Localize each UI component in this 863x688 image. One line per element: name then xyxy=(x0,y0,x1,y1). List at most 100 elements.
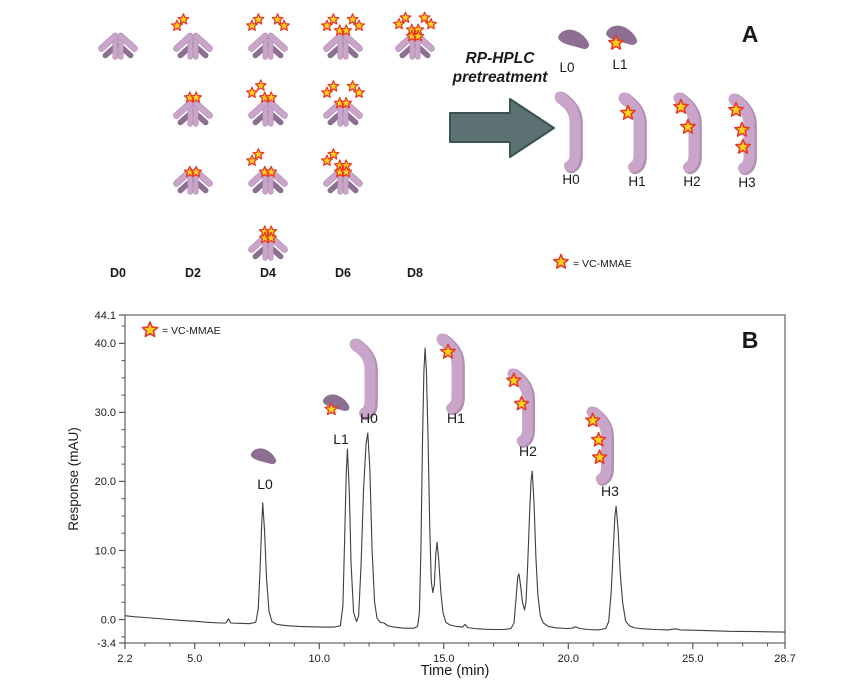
vc-mmae-star-icon xyxy=(278,19,290,31)
antibody xyxy=(248,225,288,261)
x-tick-label: 5.0 xyxy=(187,653,202,665)
vc-mmae-star-icon xyxy=(728,101,744,117)
antibody xyxy=(393,11,437,60)
vc-mmae-star-icon xyxy=(673,98,689,114)
vc-mmae-star-icon xyxy=(585,412,601,428)
vc-mmae-star-icon xyxy=(340,96,353,109)
vc-mmae-star-icon xyxy=(735,138,751,154)
dar-column-label: D6 xyxy=(335,266,351,280)
antibody-grid: D0 D2 D4 D6 D8 xyxy=(98,11,437,280)
light-chain-fragment xyxy=(322,394,350,416)
vc-mmae-star-icon xyxy=(412,29,425,42)
vc-mmae-star-icon xyxy=(252,13,265,25)
panel-b: 2.2 5.0 10.0 15.0 20.0 25.0 28.7 -3.4 0.0 10.0 20.… xyxy=(66,310,796,679)
panel-a-label: A xyxy=(742,21,759,47)
vc-mmae-star-icon xyxy=(393,17,405,30)
heavy-chain xyxy=(436,333,463,414)
peak-label: L0 xyxy=(257,476,273,492)
heavy-chain-fragment xyxy=(506,368,535,448)
light-chain-fragment xyxy=(558,29,590,49)
y-tick-label: -3.4 xyxy=(97,638,116,650)
y-tick-label: 10.0 xyxy=(95,545,116,557)
heavy-chain-arm xyxy=(267,33,288,52)
vc-mmae-star-icon xyxy=(513,395,530,411)
x-tick-label: 2.2 xyxy=(117,653,132,665)
panel-b-label: B xyxy=(742,327,759,353)
fragment-label: H2 xyxy=(683,174,700,189)
light-chain-fragment xyxy=(606,25,638,50)
y-tick-label: 0.0 xyxy=(101,614,116,626)
heavy-chain xyxy=(728,93,755,174)
vc-mmae-star-icon xyxy=(340,24,353,36)
antibody xyxy=(173,91,213,127)
peak-label: H0 xyxy=(360,410,378,426)
antibody xyxy=(246,79,288,127)
y-tick-label: 44.1 xyxy=(95,310,116,322)
trace-line xyxy=(124,347,786,633)
x-tick-label: 28.7 xyxy=(774,653,795,665)
vc-mmae-star-icon xyxy=(340,165,353,178)
heavy-chain-fragment xyxy=(673,92,702,175)
vc-mmae-star-icon xyxy=(327,148,340,160)
dar-column-label: D0 xyxy=(110,266,126,280)
peak-label: H2 xyxy=(519,443,537,459)
vc-mmae-star-icon xyxy=(265,231,278,244)
heavy-chain-arm xyxy=(192,33,213,52)
vc-mmae-star-icon xyxy=(321,154,333,166)
light-chain xyxy=(558,29,590,49)
vc-mmae-star-icon xyxy=(177,13,190,25)
legend-b-text: = VC-MMAE xyxy=(162,325,221,337)
plot-frame xyxy=(124,314,786,644)
light-chain xyxy=(606,25,638,45)
fragment-label: L0 xyxy=(559,60,574,75)
antibody xyxy=(246,13,290,60)
light-chain xyxy=(250,448,277,465)
y-tick-label: 30.0 xyxy=(95,407,116,419)
vc-mmae-star-icon xyxy=(254,79,267,91)
antibody xyxy=(173,165,213,195)
vc-mmae-star-icon xyxy=(321,86,333,98)
vc-mmae-star-icon xyxy=(171,19,183,31)
x-tick-label: 10.0 xyxy=(309,653,330,665)
peak-label: H3 xyxy=(601,483,619,499)
fragment-label: H1 xyxy=(628,174,645,189)
vc-mmae-star-icon xyxy=(346,80,359,92)
vc-mmae-star-icon xyxy=(353,86,365,98)
axes-ticks: 2.2 5.0 10.0 15.0 20.0 25.0 28.7 -3.4 0.0 10.0 20.… xyxy=(95,310,796,665)
antibody xyxy=(171,13,213,60)
heavy-chain xyxy=(618,92,645,173)
vc-mmae-star-icon xyxy=(141,321,159,338)
vc-mmae-legend-b: = VC-MMAE xyxy=(141,321,221,338)
vc-mmae-star-icon xyxy=(399,11,412,23)
heavy-chain-fragment xyxy=(728,93,757,176)
vc-mmae-star-icon xyxy=(246,19,258,31)
rp-hplc-arrow-icon xyxy=(449,98,555,158)
process-label-line1: RP-HPLC xyxy=(466,50,536,67)
vc-mmae-star-icon xyxy=(246,154,258,166)
dar-column-label: D2 xyxy=(185,266,201,280)
light-chain-fragment xyxy=(250,448,277,465)
x-axis-title: Time (min) xyxy=(421,663,490,679)
heavy-chain-fragment xyxy=(349,338,378,421)
legend-a-text: = VC-MMAE xyxy=(573,258,632,270)
vc-mmae-star-icon xyxy=(324,402,339,416)
panel-a: D0 D2 D4 D6 D8 RP-HPLC pretreatment L0 L1 H0 H1… xyxy=(98,11,759,280)
vc-mmae-star-icon xyxy=(190,165,203,178)
antibody xyxy=(321,80,365,127)
vc-mmae-star-icon xyxy=(265,165,278,178)
heavy-chain xyxy=(507,368,533,447)
y-tick-label: 40.0 xyxy=(95,338,116,350)
y-tick-label: 20.0 xyxy=(95,476,116,488)
vc-mmae-star-icon xyxy=(246,86,258,98)
heavy-chain-arm xyxy=(248,33,269,52)
vc-mmae-star-icon xyxy=(553,253,569,269)
heavy-chain-arm xyxy=(173,33,194,52)
peak-labels: L0 L1 H0 H1 H2 H3 xyxy=(257,410,619,499)
heavy-chain-fragment xyxy=(618,92,647,175)
vc-mmae-star-icon xyxy=(608,34,624,50)
antibody xyxy=(98,32,138,60)
heavy-chain-fragment xyxy=(436,333,465,416)
antibody xyxy=(246,148,288,195)
antibody xyxy=(321,13,365,60)
heavy-chain-fragment xyxy=(585,406,614,486)
